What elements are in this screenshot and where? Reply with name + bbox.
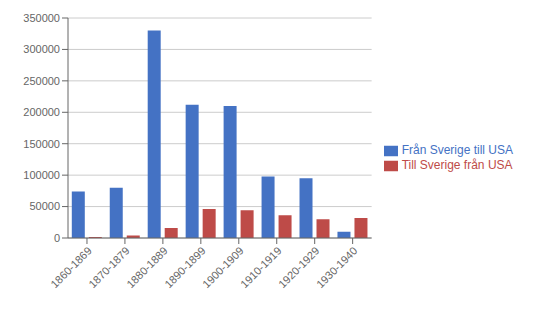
svg-text:1870-1879: 1870-1879 <box>86 244 132 291</box>
svg-text:1900-1909: 1900-1909 <box>200 244 246 291</box>
svg-text:0: 0 <box>54 232 60 244</box>
svg-text:1880-1889: 1880-1889 <box>124 244 170 291</box>
html-text:Från Sverige till USA: Från Sverige till USA <box>401 143 513 158</box>
svg-text:200000: 200000 <box>23 106 60 118</box>
svg-text:250000: 250000 <box>23 75 60 87</box>
svg-text:50000: 50000 <box>29 200 60 212</box>
svg-text:1860-1869: 1860-1869 <box>48 244 94 291</box>
svg-text:100000: 100000 <box>23 169 60 181</box>
svg-text:300000: 300000 <box>23 43 60 55</box>
svg-text:350000: 350000 <box>23 12 60 24</box>
svg-text:150000: 150000 <box>23 138 60 150</box>
html-text:Till Sverige från USA: Till Sverige från USA <box>401 158 513 172</box>
svg-text:1910-1919: 1910-1919 <box>238 244 284 291</box>
svg-text:1930-1940: 1930-1940 <box>314 244 360 290</box>
svg-text:1920-1929: 1920-1929 <box>275 244 322 291</box>
svg-text:1890-1899: 1890-1899 <box>162 244 208 291</box>
